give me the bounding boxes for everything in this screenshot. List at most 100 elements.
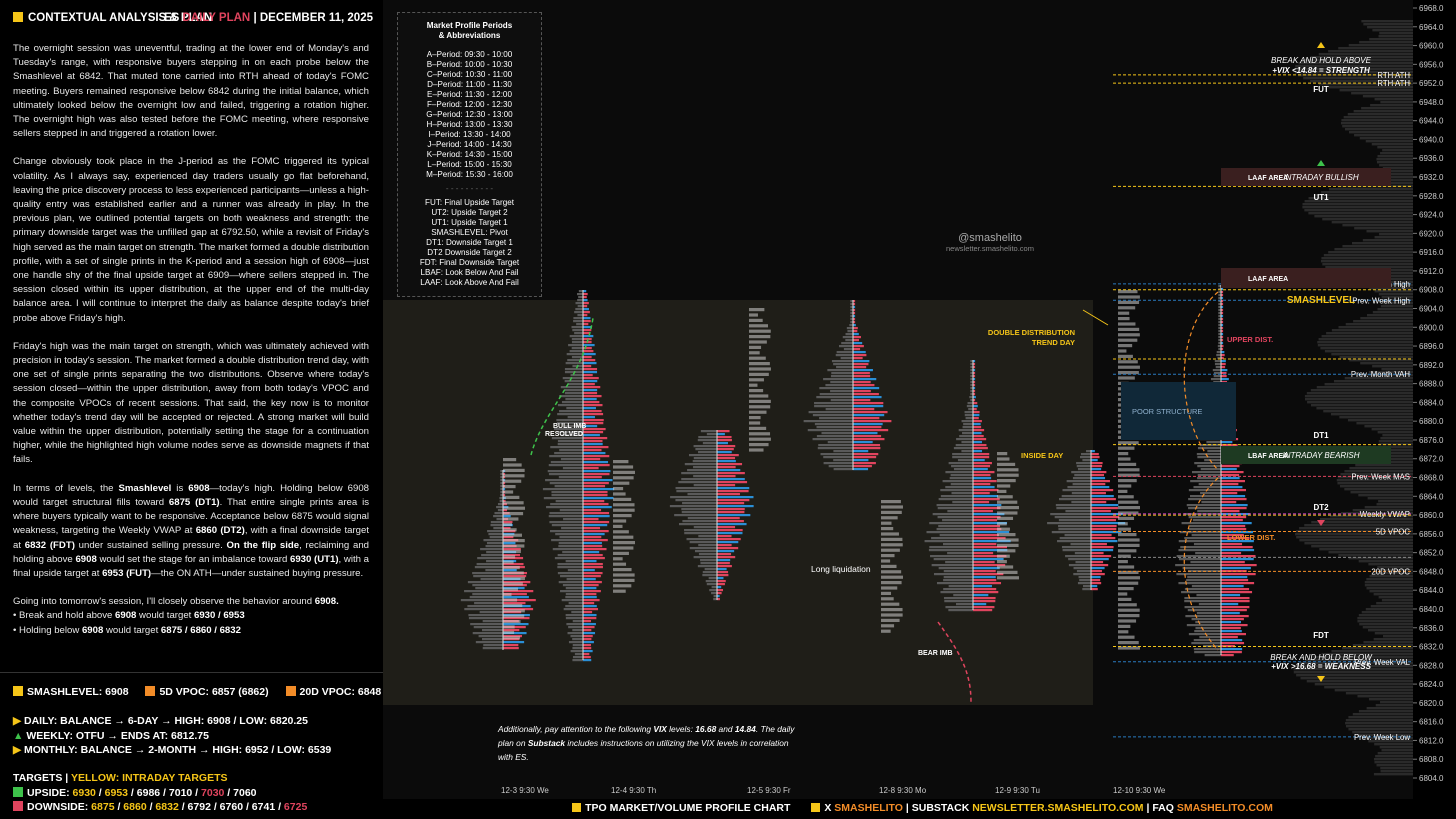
tick-label: 6908.0 bbox=[1419, 286, 1444, 295]
volume-bar bbox=[694, 550, 717, 553]
delta-bar bbox=[853, 327, 858, 330]
tick-label: 6852.0 bbox=[1419, 549, 1444, 558]
delta-bar bbox=[717, 523, 747, 526]
delta-bar bbox=[583, 545, 603, 548]
volume-bar bbox=[551, 491, 583, 494]
volume-bar bbox=[819, 387, 853, 390]
delta-bar bbox=[1221, 291, 1224, 294]
tpo-letters bbox=[613, 578, 635, 582]
volume-bar bbox=[493, 515, 503, 518]
volume-bar bbox=[473, 626, 503, 629]
composite-bar bbox=[1329, 515, 1413, 518]
volume-bar bbox=[549, 530, 583, 533]
delta-bar bbox=[853, 387, 880, 390]
composite-bar bbox=[1364, 425, 1413, 428]
composite-bar bbox=[1317, 344, 1413, 347]
volume-bar bbox=[850, 312, 853, 315]
delta-bar bbox=[1221, 582, 1255, 585]
delta-bar bbox=[503, 599, 536, 602]
composite-bar bbox=[1331, 221, 1413, 224]
delta-bar bbox=[717, 574, 729, 577]
composite-bar bbox=[1342, 125, 1413, 128]
composite-bar bbox=[1352, 509, 1413, 512]
tpo-letters bbox=[613, 546, 634, 550]
x-link[interactable]: SMASHELITO bbox=[834, 802, 903, 814]
tpo-letters bbox=[1118, 365, 1140, 369]
tpo-letters bbox=[997, 533, 1016, 537]
delta-bar bbox=[717, 475, 736, 478]
tpo-letters bbox=[881, 521, 892, 525]
delta-bar bbox=[717, 496, 754, 499]
volume-bar bbox=[695, 448, 717, 451]
delta-bar bbox=[1221, 618, 1244, 621]
volume-bar bbox=[562, 467, 583, 470]
delta-bar bbox=[583, 650, 593, 653]
delta-bar bbox=[583, 374, 593, 377]
delta-bar bbox=[717, 493, 740, 496]
composite-bar bbox=[1373, 758, 1413, 761]
volume-bar bbox=[557, 554, 583, 557]
volume-bar bbox=[569, 335, 583, 338]
volume-bar bbox=[846, 327, 853, 330]
delta-bar bbox=[1221, 654, 1234, 657]
tpo-letters bbox=[503, 539, 525, 543]
delta-bar bbox=[717, 487, 750, 490]
tpo-letters bbox=[503, 501, 524, 505]
delta-bar bbox=[973, 519, 998, 522]
abbreviations-legend: Market Profile Periods & Abbreviations A–… bbox=[397, 12, 542, 297]
tpo-letters bbox=[1118, 581, 1139, 585]
volume-bar bbox=[1194, 651, 1221, 654]
triangle-up-icon: ▲ bbox=[13, 729, 24, 742]
delta-bar bbox=[583, 320, 591, 323]
tpo-letters bbox=[1118, 587, 1134, 591]
volume-bar bbox=[711, 592, 717, 595]
volume-bar bbox=[949, 477, 973, 480]
composite-bar bbox=[1377, 155, 1413, 158]
composite-bar bbox=[1356, 422, 1413, 425]
delta-bar bbox=[1221, 360, 1226, 363]
composite-bar bbox=[1379, 746, 1413, 749]
composite-bar bbox=[1380, 770, 1413, 773]
composite-bar bbox=[1378, 452, 1413, 455]
volume-bar bbox=[1216, 354, 1221, 357]
composite-bar bbox=[1326, 332, 1413, 335]
composite-bar bbox=[1310, 56, 1413, 59]
composite-bar bbox=[1331, 353, 1413, 356]
composite-bar bbox=[1367, 26, 1413, 29]
period-item: I–Period: 13:30 - 14:00 bbox=[428, 130, 511, 139]
delta-bar bbox=[583, 611, 593, 614]
delta-bar bbox=[973, 504, 1002, 507]
volume-bar bbox=[1199, 636, 1221, 639]
composite-bar bbox=[1325, 266, 1413, 269]
composite-bar bbox=[1375, 755, 1413, 758]
volume-bar bbox=[830, 399, 853, 402]
volume-bar bbox=[1189, 495, 1221, 498]
composite-bar bbox=[1359, 41, 1413, 44]
composite-bar bbox=[1378, 440, 1413, 443]
paragraph-2: Change obviously took place in the J-per… bbox=[13, 156, 369, 324]
volume-bar bbox=[932, 513, 973, 516]
triangle-right-icon: ▶ bbox=[13, 715, 22, 727]
abbr-list: FUT: Final Upside Target UT2: Upside Targ… bbox=[398, 198, 541, 288]
period-item: H–Period: 13:00 - 13:30 bbox=[426, 120, 513, 129]
tpo-letters bbox=[503, 636, 521, 640]
delta-bar bbox=[583, 347, 592, 350]
delta-bar bbox=[717, 490, 749, 493]
delta-bar bbox=[973, 474, 991, 477]
volume-bar bbox=[702, 571, 717, 574]
substack-link[interactable]: NEWSLETTER.SMASHELITO.COM bbox=[972, 802, 1144, 814]
composite-bar bbox=[1379, 32, 1413, 35]
composite-bar bbox=[1318, 53, 1413, 56]
tpo-letters bbox=[613, 573, 635, 577]
tick-label: 6948.0 bbox=[1419, 98, 1444, 107]
delta-bar bbox=[583, 293, 588, 296]
delta-bar bbox=[1221, 516, 1247, 519]
tick-label: 6820.0 bbox=[1419, 699, 1444, 708]
faq-link[interactable]: SMASHELITO.COM bbox=[1176, 802, 1273, 814]
volume-bar bbox=[943, 579, 973, 582]
tpo-letters bbox=[503, 490, 514, 494]
volume-bar bbox=[1188, 528, 1221, 531]
volume-bar bbox=[472, 632, 503, 635]
tpo-letters bbox=[881, 586, 898, 590]
delta-bar bbox=[717, 463, 743, 466]
